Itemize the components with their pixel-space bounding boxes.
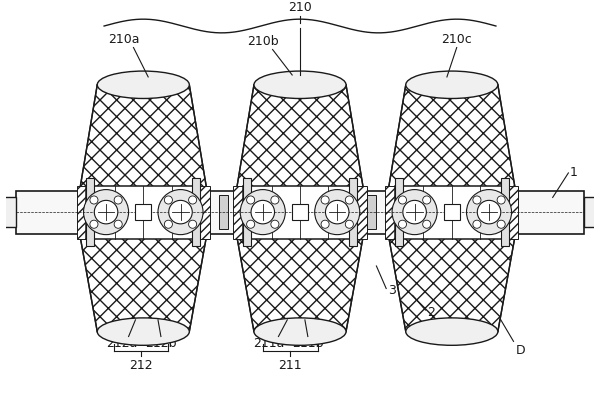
Ellipse shape bbox=[97, 318, 190, 345]
Circle shape bbox=[345, 220, 353, 228]
Ellipse shape bbox=[406, 71, 498, 98]
Circle shape bbox=[164, 196, 172, 204]
Text: 210b: 210b bbox=[247, 35, 278, 48]
Text: 212b: 212b bbox=[145, 337, 176, 350]
Polygon shape bbox=[388, 234, 515, 332]
Bar bbox=[584, 197, 598, 227]
Circle shape bbox=[325, 200, 349, 224]
Polygon shape bbox=[80, 234, 207, 332]
Circle shape bbox=[158, 190, 203, 235]
Polygon shape bbox=[357, 186, 367, 239]
Circle shape bbox=[477, 200, 501, 224]
Polygon shape bbox=[509, 186, 518, 239]
Polygon shape bbox=[200, 186, 210, 239]
Polygon shape bbox=[388, 85, 515, 191]
Bar bbox=[444, 204, 460, 220]
Circle shape bbox=[114, 220, 122, 228]
Circle shape bbox=[169, 200, 192, 224]
Circle shape bbox=[247, 196, 255, 204]
Circle shape bbox=[422, 220, 431, 228]
Circle shape bbox=[497, 220, 505, 228]
Circle shape bbox=[90, 196, 98, 204]
Circle shape bbox=[188, 196, 197, 204]
Circle shape bbox=[271, 220, 279, 228]
Bar bbox=[2, 197, 16, 227]
Polygon shape bbox=[236, 234, 364, 332]
Circle shape bbox=[314, 190, 360, 235]
Bar bbox=[192, 178, 200, 246]
Text: 211a: 211a bbox=[253, 337, 284, 350]
Circle shape bbox=[114, 196, 122, 204]
Text: 2: 2 bbox=[427, 306, 435, 319]
Text: 212: 212 bbox=[130, 359, 153, 372]
Bar bbox=[16, 191, 584, 234]
Text: 212a: 212a bbox=[106, 337, 137, 350]
Circle shape bbox=[467, 190, 512, 235]
Text: 211b: 211b bbox=[292, 337, 323, 350]
Bar bbox=[367, 195, 376, 229]
Circle shape bbox=[240, 190, 286, 235]
Circle shape bbox=[247, 220, 255, 228]
Bar bbox=[395, 178, 403, 246]
Circle shape bbox=[497, 196, 505, 204]
Bar bbox=[395, 186, 509, 239]
Circle shape bbox=[403, 200, 427, 224]
Bar bbox=[292, 204, 308, 220]
Ellipse shape bbox=[254, 318, 346, 345]
Polygon shape bbox=[80, 85, 207, 191]
Circle shape bbox=[251, 200, 275, 224]
Text: 3: 3 bbox=[388, 284, 396, 297]
Text: D: D bbox=[515, 344, 525, 357]
Polygon shape bbox=[385, 186, 395, 239]
Circle shape bbox=[392, 190, 437, 235]
Circle shape bbox=[473, 220, 481, 228]
Text: 210a: 210a bbox=[108, 33, 139, 46]
Polygon shape bbox=[233, 186, 243, 239]
Circle shape bbox=[90, 220, 98, 228]
Polygon shape bbox=[236, 85, 364, 191]
Polygon shape bbox=[77, 186, 86, 239]
Circle shape bbox=[473, 196, 481, 204]
Ellipse shape bbox=[406, 318, 498, 345]
Bar bbox=[243, 178, 251, 246]
Ellipse shape bbox=[254, 71, 346, 98]
Bar bbox=[86, 178, 94, 246]
Text: 210c: 210c bbox=[442, 33, 472, 46]
Circle shape bbox=[164, 220, 172, 228]
Circle shape bbox=[321, 220, 329, 228]
Circle shape bbox=[188, 220, 197, 228]
Bar bbox=[349, 178, 357, 246]
Ellipse shape bbox=[97, 71, 190, 98]
Circle shape bbox=[345, 196, 353, 204]
Bar bbox=[243, 186, 357, 239]
Circle shape bbox=[398, 220, 407, 228]
Bar bbox=[219, 195, 228, 229]
Text: 1: 1 bbox=[569, 166, 577, 180]
Circle shape bbox=[321, 196, 329, 204]
Bar bbox=[136, 204, 151, 220]
Circle shape bbox=[422, 196, 431, 204]
Bar bbox=[86, 186, 200, 239]
Circle shape bbox=[398, 196, 407, 204]
Circle shape bbox=[94, 200, 118, 224]
Bar bbox=[501, 178, 509, 246]
Circle shape bbox=[83, 190, 128, 235]
Text: 211: 211 bbox=[278, 359, 302, 372]
Circle shape bbox=[271, 196, 279, 204]
Text: 210: 210 bbox=[288, 1, 312, 14]
